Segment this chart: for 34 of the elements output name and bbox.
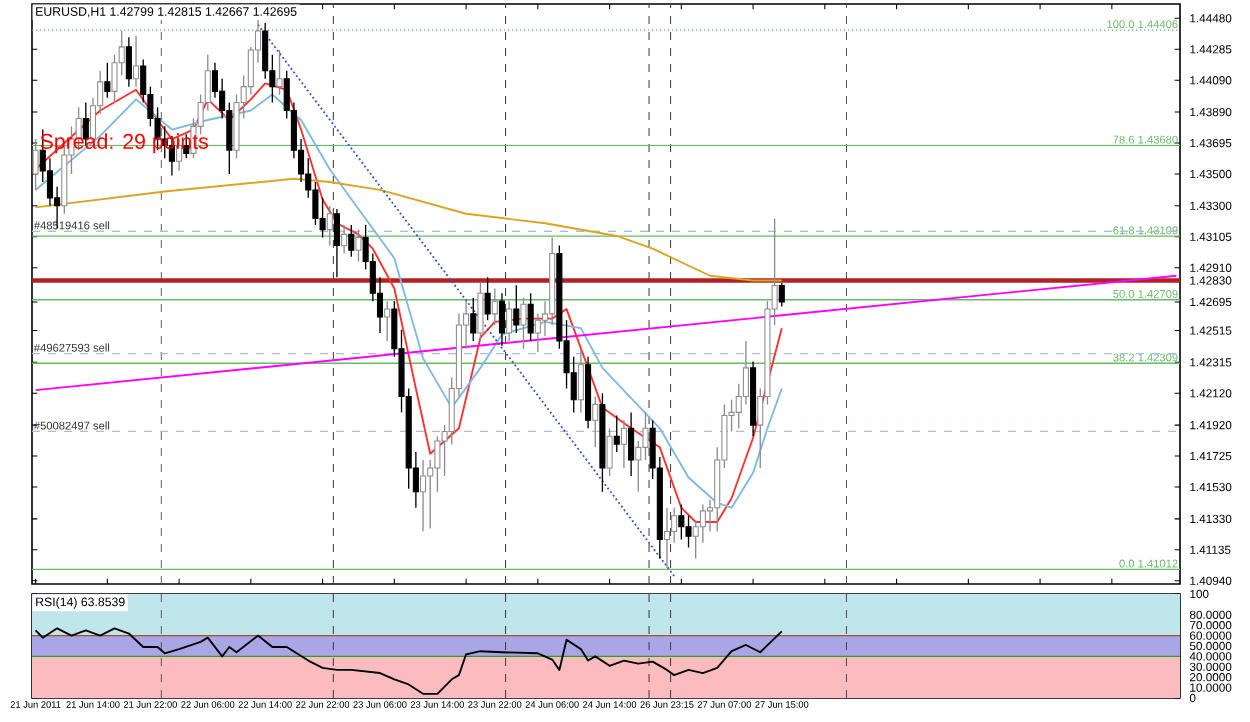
candlestick (477, 281, 484, 342)
candlestick (32, 138, 39, 191)
candlestick (341, 224, 348, 255)
candlestick (778, 282, 785, 308)
candlestick (613, 414, 620, 453)
candlestick (663, 507, 671, 569)
candlestick (742, 340, 749, 406)
candlestick (384, 300, 391, 342)
candlestick (699, 503, 706, 544)
candlestick (577, 348, 584, 414)
candlestick (628, 411, 635, 477)
candlestick (606, 427, 613, 477)
candlestick (470, 297, 477, 342)
candlestick (419, 459, 427, 533)
candlestick (484, 276, 491, 321)
candlestick (333, 208, 340, 278)
candlestick (262, 22, 269, 80)
candlestick (276, 49, 283, 96)
candlestick (513, 284, 520, 334)
candlestick (348, 224, 355, 258)
candlestick (132, 35, 140, 88)
candlestick (355, 228, 362, 263)
candlestick (506, 300, 513, 342)
candlestick (326, 205, 333, 247)
candlestick (678, 503, 685, 541)
candlestick (498, 292, 506, 347)
candlestick (104, 62, 111, 99)
candlestick (592, 395, 599, 449)
candlestick (527, 292, 534, 342)
candlestick (125, 36, 132, 88)
candlestick (520, 297, 527, 350)
candlestick (491, 287, 498, 326)
candlestick (620, 419, 627, 469)
line-series (34, 177, 783, 282)
